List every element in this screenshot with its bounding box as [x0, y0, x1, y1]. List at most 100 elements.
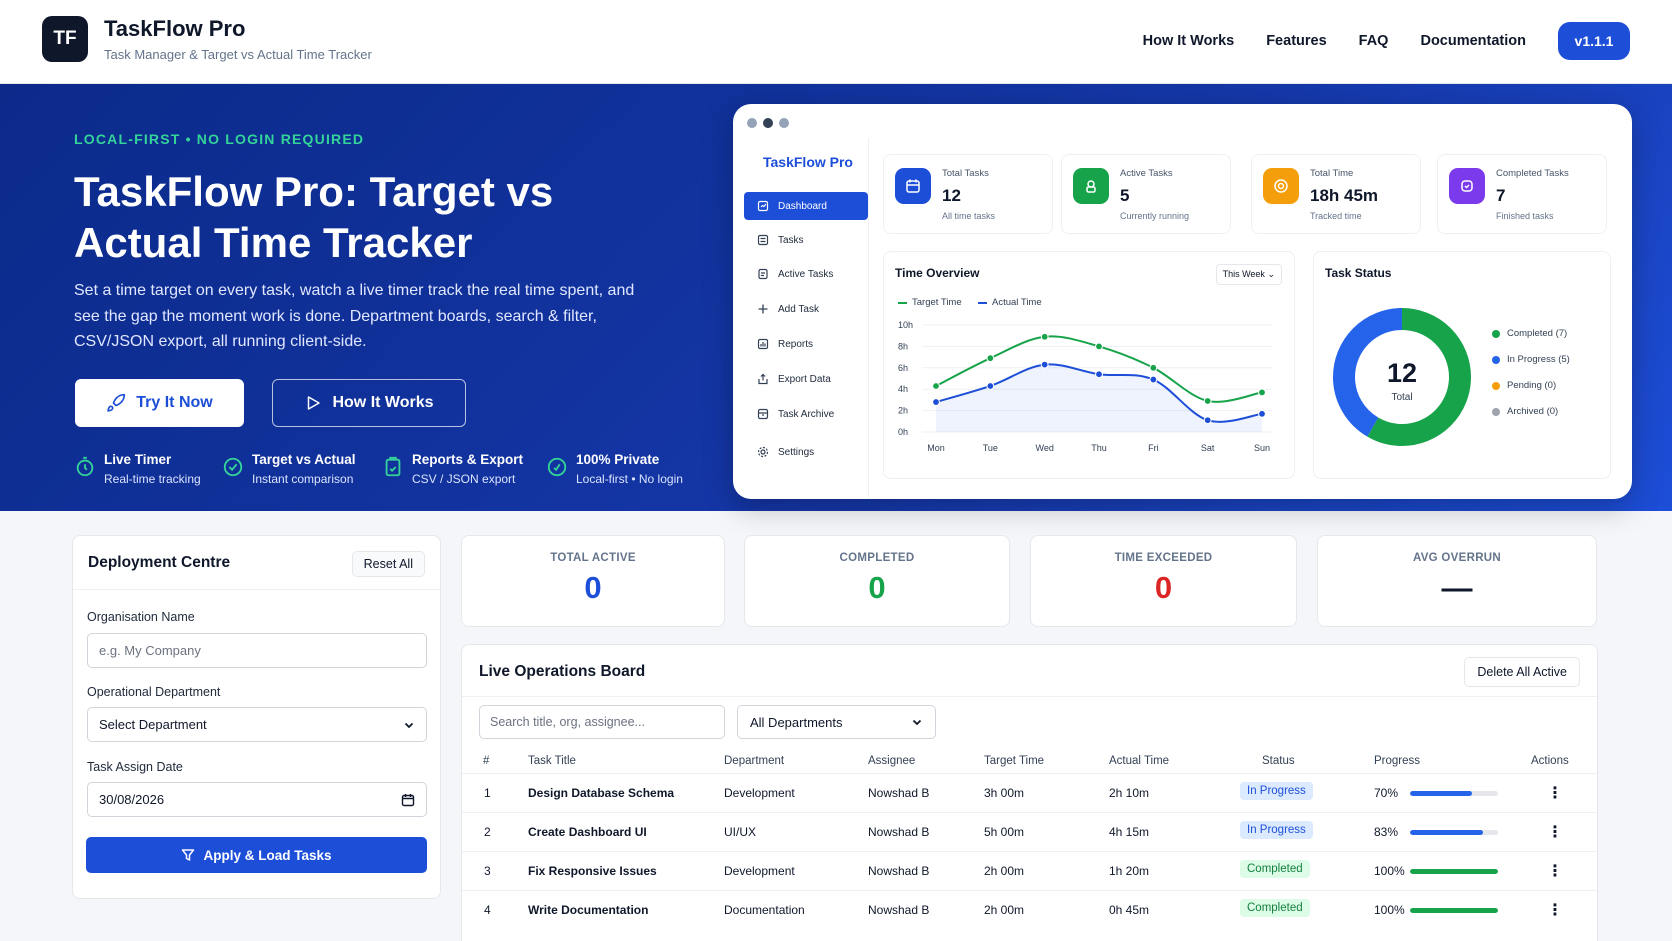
calendar-icon[interactable] [401, 793, 415, 807]
nav-features[interactable]: Features [1266, 33, 1327, 49]
table-row[interactable]: 1 Design Database Schema Development Nowsha… [462, 773, 1599, 812]
org-name-input[interactable]: e.g. My Company [87, 633, 427, 668]
sidebar-item-reports[interactable]: Reports [744, 330, 868, 358]
version-button[interactable]: v1.1.1 [1558, 22, 1630, 60]
department-filter-select[interactable]: All Departments [737, 705, 936, 739]
apply-load-tasks-button[interactable]: Apply & Load Tasks [86, 837, 427, 873]
progress-bar [1410, 869, 1498, 874]
assign-date-input[interactable]: 30/08/2026 [87, 782, 427, 817]
nav-how-it-works[interactable]: How It Works [1142, 33, 1235, 49]
column-header-title[interactable]: Task Title [528, 755, 576, 767]
sidebar-item-label: Export Data [778, 373, 831, 385]
kpi-completed: COMPLETED 0 [744, 535, 1010, 627]
row-actions-menu-icon[interactable]: ⋮ [1547, 785, 1563, 802]
column-header-assignee[interactable]: Assignee [868, 755, 916, 767]
window-dot [763, 118, 773, 128]
kpi-label: TIME EXCEEDED [1114, 552, 1213, 564]
deployment-centre-panel: Deployment Centre Reset All Organisation… [72, 535, 441, 899]
reset-all-button[interactable]: Reset All [351, 551, 425, 577]
task-status-panel: Task Status 12 Total Completed (7) In Pr… [1313, 251, 1611, 479]
sidebar-item-dashboard[interactable]: Dashboard [744, 192, 868, 220]
filter-icon [182, 849, 195, 861]
nav-faq[interactable]: FAQ [1358, 33, 1389, 49]
check-box-icon [1449, 168, 1485, 204]
row-number: 1 [484, 786, 491, 800]
progress-fill [1410, 791, 1472, 796]
logo[interactable]: TF [42, 16, 88, 62]
try-it-now-label: Try It Now [136, 394, 213, 411]
sidebar-item-add-task[interactable]: Add Task [744, 295, 868, 323]
sidebar-item-settings[interactable]: Settings [744, 438, 868, 466]
main-nav: How It Works Features FAQ Documentation … [1111, 22, 1630, 60]
calendar-icon [895, 168, 931, 204]
time-overview-panel: Time Overview This Week ⌄ Target Time Ac… [883, 251, 1295, 479]
column-header-department[interactable]: Department [724, 755, 785, 767]
sidebar-item-task-archive[interactable]: Task Archive [744, 400, 868, 428]
sidebar-item-label: Reports [778, 338, 814, 350]
stat-card-completed-tasks: Completed Tasks 7 Finished tasks [1437, 154, 1607, 234]
stat-value: 5 [1120, 186, 1130, 205]
feature-sub: Local-first • No login [576, 472, 683, 486]
x-tick-label: Mon [927, 443, 945, 453]
stat-value: 18h 45m [1310, 186, 1379, 205]
nav-documentation[interactable]: Documentation [1420, 33, 1526, 49]
row-progress-label: 83% [1374, 825, 1399, 839]
sidebar-item-export-data[interactable]: Export Data [744, 365, 868, 393]
department-select-value: Select Department [99, 717, 207, 732]
row-actions-menu-icon[interactable]: ⋮ [1547, 824, 1563, 841]
sidebar-item-tasks[interactable]: Tasks [744, 226, 868, 254]
sidebar-item-label: Settings [778, 446, 815, 458]
stat-label: Total Time [1310, 168, 1354, 179]
org-name-label: Organisation Name [87, 610, 195, 624]
feature-live-timer: Live Timer Real-time tracking [74, 452, 201, 486]
progress-bar [1410, 908, 1498, 913]
delete-all-active-button[interactable]: Delete All Active [1464, 657, 1580, 687]
table-row[interactable]: 4 Write Documentation Documentation Nowshad… [462, 890, 1599, 929]
kpi-value: 0 [868, 570, 886, 605]
column-header-target-time[interactable]: Target Time [984, 755, 1045, 767]
row-actions-menu-icon[interactable]: ⋮ [1547, 863, 1563, 880]
table-row[interactable]: 3 Fix Responsive Issues Development Nowshad… [462, 851, 1599, 890]
how-it-works-button[interactable]: How It Works [272, 379, 466, 427]
feature-sub: Real-time tracking [104, 472, 201, 486]
row-actual-time: 0h 45m [1109, 903, 1150, 917]
table-row[interactable]: 2 Create Dashboard UI UI/UX Nowshad B 5h 00m… [462, 812, 1599, 851]
data-point [1095, 342, 1103, 351]
y-tick-label: 2h [898, 406, 908, 416]
deployment-title: Deployment Centre [88, 554, 231, 571]
row-target-time: 2h 00m [984, 864, 1025, 878]
legend-label: Target Time [912, 297, 962, 308]
feature-private: 100% Private Local-first • No login [546, 452, 683, 486]
column-header-actual-time[interactable]: Actual Time [1109, 755, 1170, 767]
stat-sub: Currently running [1120, 211, 1190, 221]
row-actions-menu-icon[interactable]: ⋮ [1547, 902, 1563, 919]
task-status-donut [1333, 308, 1471, 446]
row-actual-time: 4h 15m [1109, 825, 1150, 839]
column-header-progress[interactable]: Progress [1374, 755, 1421, 767]
department-select[interactable]: Select Department [87, 707, 427, 742]
sidebar-item-active-tasks[interactable]: Active Tasks [744, 260, 868, 288]
x-tick-label: Tue [983, 443, 998, 453]
feature-title: 100% Private [576, 452, 660, 467]
clipboard-icon [758, 268, 768, 280]
row-assignee: Nowshad B [868, 864, 930, 878]
legend-actual: Actual Time [978, 297, 1042, 308]
shield-icon [547, 457, 567, 477]
kpi-label: AVG OVERRUN [1412, 552, 1502, 564]
week-select[interactable]: This Week ⌄ [1215, 264, 1282, 285]
row-target-time: 2h 00m [984, 903, 1025, 917]
try-it-now-button[interactable]: Try It Now [75, 379, 244, 427]
row-number: 3 [484, 864, 491, 878]
column-header-status[interactable]: Status [1262, 755, 1295, 767]
donut-slice-in-progress [1333, 308, 1471, 446]
progress-fill [1410, 908, 1498, 913]
row-department: Development [724, 864, 795, 878]
board-search-input[interactable]: Search title, org, assignee... [479, 705, 725, 739]
row-title: Create Dashboard UI [528, 825, 647, 839]
data-point [986, 382, 995, 390]
stat-card-active-tasks: Active Tasks 5 Currently running [1061, 154, 1231, 234]
legend-target: Target Time [898, 297, 962, 308]
row-progress-label: 70% [1374, 786, 1399, 800]
task-status-title: Task Status [1325, 266, 1392, 280]
row-department: UI/UX [724, 825, 757, 839]
